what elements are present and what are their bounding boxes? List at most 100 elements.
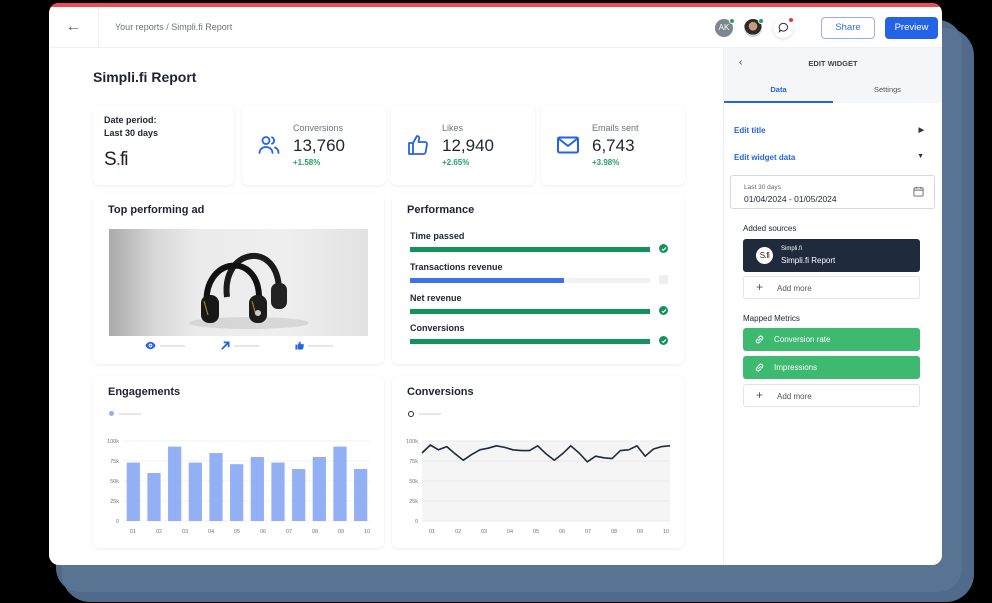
link-icon [755,335,764,344]
preview-button[interactable]: Preview [885,16,938,39]
add-more-label: Add more [777,284,812,293]
edit-widget-data-toggle[interactable]: Edit widget data ▼ [734,153,924,162]
check-circle-icon [659,244,668,253]
svg-text:25k: 25k [110,499,119,505]
kpi-emails-sent[interactable]: Emails sent 6,743 +3.98% [541,105,685,185]
svg-text:07: 07 [286,529,292,535]
performance-row: Net revenue [410,293,670,315]
comments-button[interactable] [773,16,794,38]
mapped-metrics-label: Mapped Metrics [743,314,800,323]
engagements-bar-chart: 0 25k 50k 75k 100k 01 02 03 04 05 06 07 08 09 10 [107,439,371,535]
svg-text:06: 06 [559,529,565,535]
metric-label: Conversion rate [774,335,831,344]
date-period-value: Last 30 days [104,128,159,138]
share-arrow-icon [220,341,230,350]
svg-text:08: 08 [611,529,617,535]
widget-title: Performance [407,204,475,216]
arrow-left-icon: ← [65,18,82,35]
logo-fi: fi [119,149,128,170]
widget-title: Engagements [108,386,181,398]
svg-text:04: 04 [208,529,214,535]
engagements-widget[interactable]: Engagements 0 25k 50k 75k 100k 01 02 03 04 05 06 07… [93,376,384,548]
svg-text:75k: 75k [110,459,119,465]
pending-status-icon [659,275,668,284]
chart-legend [408,411,441,417]
online-indicator [758,17,764,24]
avatar-user-photo[interactable] [744,17,764,37]
performance-row-label: Conversions [410,323,465,333]
chat-bubble-icon [777,22,788,33]
kpi-value: 12,940 [442,136,494,155]
metric-impressions[interactable]: Impressions [743,356,920,379]
top-actions: AK Share Preview [715,7,938,48]
svg-text:09: 09 [338,529,344,535]
kpi-value: 13,760 [293,136,345,155]
source-provider: Simpli.fi [781,246,803,252]
avatar-initials: AK [718,23,730,32]
add-metric-button[interactable]: + Add more [743,384,920,407]
svg-text:10: 10 [364,529,370,535]
legend-label-placeholder [419,413,441,415]
svg-text:01: 01 [429,529,435,535]
chevron-left-icon[interactable]: ‹ [739,57,743,68]
metric-conversion-rate[interactable]: Conversion rate [743,328,920,351]
performance-row-label: Transactions revenue [410,262,503,272]
logo-s: S [104,149,117,170]
widget-title: Top performing ad [108,204,205,216]
date-range-picker[interactable]: Last 30 days 01/04/2024 - 01/05/2024 [730,175,935,209]
widget-title: Conversions [407,386,474,398]
performance-widget[interactable]: Performance Time passed Transactions reve… [392,194,684,364]
panel-title: EDIT WIDGET [808,59,858,68]
edit-widget-data-label: Edit widget data [734,153,796,162]
add-source-button[interactable]: + Add more [743,276,920,299]
ad-metric-shares [220,341,259,350]
progress-track [410,278,650,283]
add-more-label: Add more [777,392,812,401]
users-icon [258,136,280,154]
edit-title-toggle[interactable]: Edit title ▶ [734,126,924,135]
eye-icon [144,341,156,350]
chart-legend [109,411,141,416]
calendar-icon [913,186,924,197]
added-sources-label: Added sources [743,224,797,233]
kpi-label: Likes [442,123,464,133]
ad-image-headphones [109,229,368,336]
svg-text:25k: 25k [409,499,418,505]
progress-fill [410,247,650,252]
svg-text:02: 02 [156,529,162,535]
check-circle-icon [659,336,668,345]
page-title: Simpli.fi Report [93,69,197,85]
svg-text:05: 05 [533,529,539,535]
plus-icon: + [756,280,764,294]
svg-text:07: 07 [585,529,591,535]
breadcrumb[interactable]: Your reports / Simpli.fi Report [115,22,233,32]
kpi-likes[interactable]: Likes 12,940 +2.65% [391,105,535,185]
source-simplifi[interactable]: S.fi Simpli.fi Simpli.fi Report [743,239,920,272]
back-button[interactable]: ← [49,6,99,48]
date-period-heading: Date period: [104,115,157,125]
source-name: Simpli.fi Report [781,256,836,265]
progress-track [410,309,650,314]
report-canvas: Simpli.fi Report Date period: Last 30 da… [49,48,723,565]
panel-tabs: Data Settings [724,85,942,103]
conversions-widget[interactable]: Conversions 0 25k 50k 75k 100k 01 02 03 04 05 06 07… [392,376,684,548]
conversions-line-chart: 0 25k 50k 75k 100k 01 02 03 04 05 06 07 08 09 10 [406,439,671,535]
kpi-change: +2.65% [442,158,470,167]
progress-fill [410,309,650,314]
top-performing-ad-widget[interactable]: Top performing ad [93,194,384,364]
ad-metric-views [144,341,185,350]
date-range-value: 01/04/2024 - 01/05/2024 [744,194,837,204]
kpi-label: Conversions [293,123,344,133]
share-button[interactable]: Share [821,16,875,39]
like-icon [294,341,304,350]
date-period-widget[interactable]: Date period: Last 30 days S.fi [93,105,234,185]
avatar-ak[interactable]: AK [715,17,735,37]
performance-row: Transactions revenue [410,262,670,284]
tab-settings[interactable]: Settings [873,85,902,94]
kpi-conversions[interactable]: Conversions 13,760 +1.58% [242,105,386,185]
kpi-value: 6,743 [592,136,635,155]
tab-data[interactable]: Data [724,85,833,103]
simplifi-source-logo: S.fi [756,247,773,264]
metric-placeholder [159,344,185,347]
headphones-image [189,252,309,329]
